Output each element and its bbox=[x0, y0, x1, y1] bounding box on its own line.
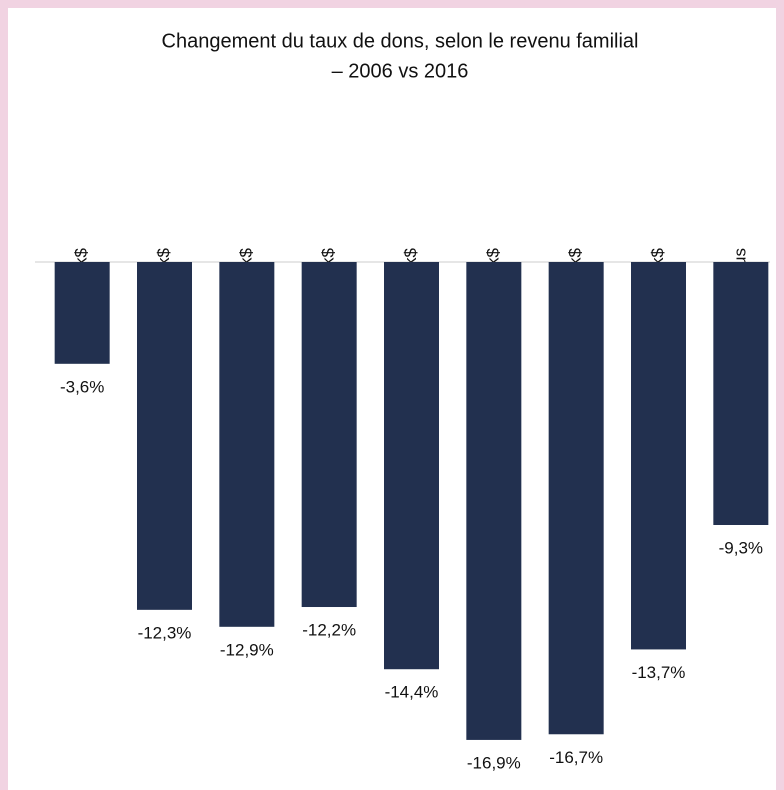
bar bbox=[54, 262, 110, 364]
value-label: -16,9% bbox=[467, 753, 521, 772]
bar bbox=[631, 262, 686, 650]
value-label: -12,9% bbox=[220, 640, 274, 659]
bar bbox=[548, 262, 604, 735]
bar bbox=[466, 262, 522, 740]
bar bbox=[219, 262, 275, 627]
value-label: -12,3% bbox=[138, 623, 192, 642]
bar bbox=[137, 262, 192, 610]
value-label: -12,2% bbox=[302, 620, 356, 639]
bar bbox=[713, 262, 769, 525]
value-label: -14,4% bbox=[385, 683, 439, 702]
chart-title: – 2006 vs 2016 bbox=[332, 60, 469, 82]
value-label: -3,6% bbox=[60, 377, 104, 396]
value-label: -16,7% bbox=[549, 748, 603, 767]
bar bbox=[384, 262, 439, 670]
chart-title: Changement du taux de dons, selon le rev… bbox=[162, 30, 639, 52]
value-label: -13,7% bbox=[632, 663, 686, 682]
bar bbox=[301, 262, 357, 608]
value-label: -9,3% bbox=[719, 538, 763, 557]
